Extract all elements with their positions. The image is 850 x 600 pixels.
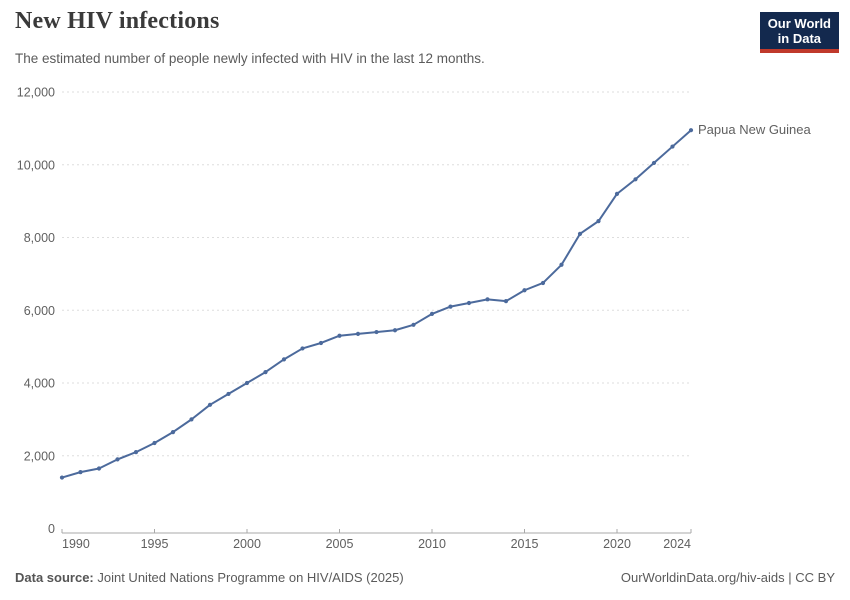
data-point[interactable]: [411, 322, 416, 327]
data-point[interactable]: [152, 440, 157, 446]
data-point[interactable]: [485, 297, 490, 302]
data-point[interactable]: [263, 369, 268, 375]
data-point[interactable]: [189, 417, 194, 422]
data-source-value: Joint United Nations Programme on HIV/AI…: [93, 570, 404, 585]
data-point[interactable]: [96, 466, 102, 471]
data-point[interactable]: [281, 357, 287, 362]
data-point[interactable]: [207, 402, 213, 407]
data-point[interactable]: [170, 430, 176, 435]
data-source: Data source: Joint United Nations Progra…: [15, 570, 404, 585]
data-point[interactable]: [392, 328, 398, 333]
data-point[interactable]: [244, 380, 250, 386]
y-tick-label: 8,000: [24, 231, 55, 245]
series-line[interactable]: [61, 129, 692, 479]
y-tick-label: 4,000: [24, 377, 55, 391]
chart-title: New HIV infections: [15, 8, 220, 34]
data-point[interactable]: [559, 262, 564, 267]
data-point[interactable]: [688, 128, 694, 133]
owid-logo[interactable]: Our World in Data: [759, 12, 839, 53]
y-tick-label: 0: [48, 522, 55, 536]
data-point[interactable]: [429, 311, 435, 316]
data-point[interactable]: [78, 470, 83, 475]
y-tick-label: 6,000: [24, 304, 55, 318]
x-tick-label: 2015: [511, 537, 539, 551]
data-point[interactable]: [466, 300, 472, 306]
data-point[interactable]: [577, 231, 583, 236]
x-tick-label: 2024: [663, 537, 691, 551]
owid-footer-link[interactable]: OurWorldinData.org/hiv-aids | CC BY: [620, 570, 835, 585]
chart-footer: Data source: Joint United Nations Progra…: [15, 570, 835, 585]
data-point[interactable]: [614, 191, 620, 196]
data-point[interactable]: [59, 475, 65, 480]
data-point[interactable]: [300, 346, 305, 351]
chart-subtitle: The estimated number of people newly inf…: [15, 51, 485, 66]
plot-area[interactable]: 0 2,000 4,000 6,000 8,000 10,000 12,000 1990 199…: [0, 80, 850, 560]
y-tick-label: 2,000: [24, 449, 55, 463]
x-tick-label: 2005: [326, 537, 354, 551]
data-point[interactable]: [540, 280, 546, 286]
data-point[interactable]: [337, 333, 342, 338]
data-point[interactable]: [670, 144, 675, 149]
data-point[interactable]: [226, 391, 231, 397]
data-point[interactable]: [448, 304, 453, 309]
data-point[interactable]: [374, 329, 379, 335]
data-point[interactable]: [651, 160, 657, 166]
data-source-label: Data source:: [15, 570, 94, 585]
y-tick-label: 12,000: [17, 86, 55, 100]
data-point[interactable]: [596, 219, 601, 224]
x-tick-label: 2020: [603, 537, 631, 551]
owid-logo-line1: Our World: [767, 16, 831, 31]
x-tick-label: 1990: [62, 537, 90, 551]
x-tick-label: 2000: [233, 537, 261, 551]
data-point[interactable]: [355, 331, 361, 336]
data-point[interactable]: [522, 288, 527, 293]
series-end-label: Papua New Guinea: [698, 122, 812, 137]
data-point[interactable]: [115, 457, 120, 462]
data-point[interactable]: [503, 299, 509, 304]
data-point[interactable]: [133, 450, 139, 455]
data-point[interactable]: [318, 340, 324, 346]
x-tick-label: 1995: [141, 537, 169, 551]
owid-logo-line2: in Data: [777, 31, 822, 46]
y-tick-label: 10,000: [17, 158, 55, 172]
data-point[interactable]: [633, 177, 638, 182]
x-tick-label: 2010: [418, 537, 446, 551]
